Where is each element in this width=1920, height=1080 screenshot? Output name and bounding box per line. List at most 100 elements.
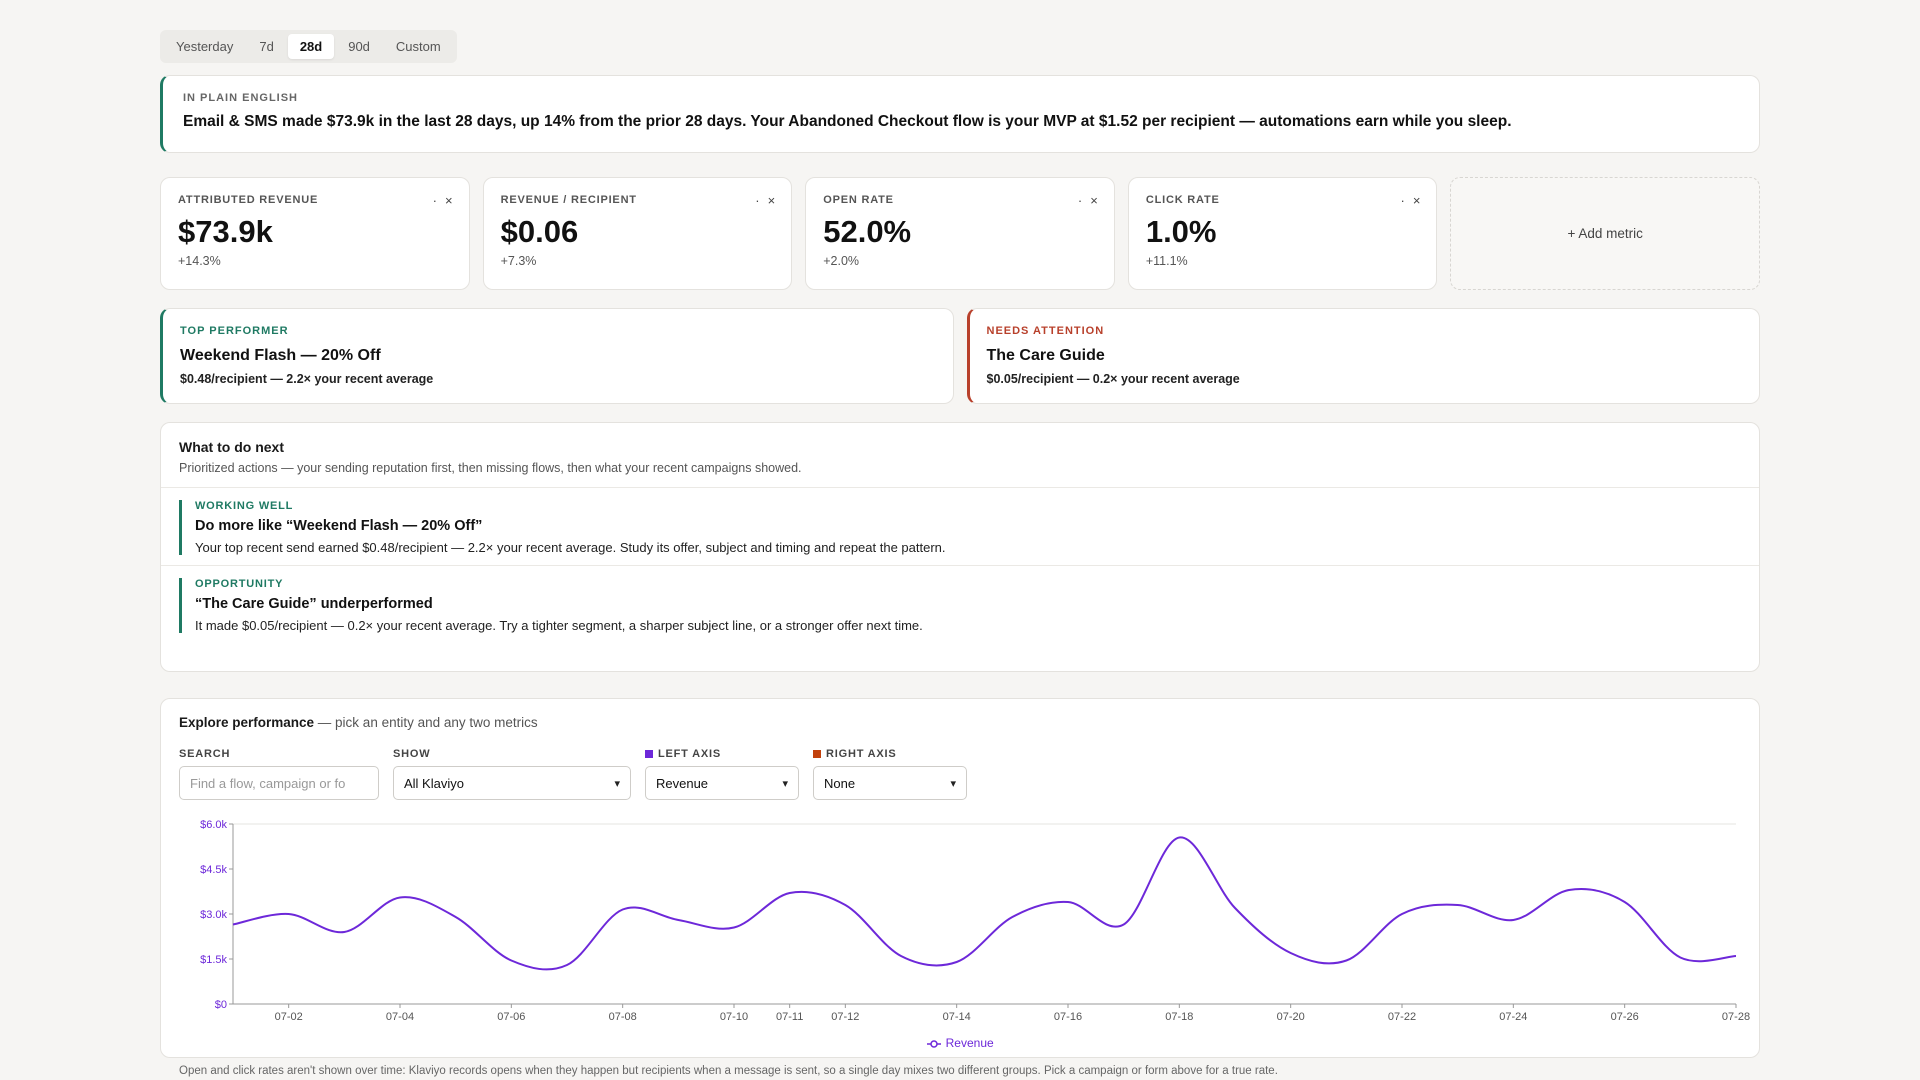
action-desc: Your top recent send earned $0.48/recipi…	[195, 540, 946, 555]
needs-attention-card: NEEDS ATTENTION The Care Guide $0.05/rec…	[966, 308, 1760, 404]
data-point	[1456, 903, 1460, 907]
data-point	[454, 915, 458, 919]
right-axis-select[interactable]: None ▾	[813, 766, 967, 800]
metric-label: OPEN RATE	[823, 194, 894, 206]
x-tick-label: 07-12	[831, 1011, 859, 1023]
close-icon[interactable]: ×	[445, 193, 453, 208]
data-point	[732, 926, 736, 930]
data-point	[1010, 915, 1014, 919]
close-icon[interactable]: ×	[1412, 193, 1421, 208]
data-point	[1177, 836, 1181, 840]
data-point	[621, 908, 625, 912]
data-point	[899, 954, 903, 958]
left-axis-select-value: Revenue	[656, 775, 709, 791]
metric-card-attributed-revenue: ATTRIBUTED REVENUE $73.9k +14.3% · ×	[160, 177, 470, 290]
x-tick-label: 07-06	[497, 1011, 525, 1023]
drag-handle-icon[interactable]: ·	[1077, 193, 1083, 208]
drag-handle-icon[interactable]: ·	[1400, 193, 1405, 208]
metric-label: REVENUE / RECIPIENT	[500, 194, 637, 206]
metric-card-open-rate: OPEN RATE 52.0% +2.0% · ×	[805, 177, 1115, 290]
range-tab-custom[interactable]: Custom	[395, 39, 441, 54]
search-control: SEARCH	[179, 748, 379, 800]
metric-delta: +14.3%	[178, 254, 221, 268]
action-desc: It made $0.05/recipient — 0.2× your rece…	[195, 618, 923, 633]
metric-card-revenue-per-recipient: REVENUE / RECIPIENT $0.06 +7.3% · ×	[482, 177, 793, 290]
action-tag: OPPORTUNITY	[195, 578, 284, 590]
drag-handle-icon[interactable]: ·	[755, 193, 760, 208]
metric-label: ATTRIBUTED REVENUE	[178, 194, 319, 206]
explore-footnote: Open and click rates aren't shown over t…	[179, 1065, 1278, 1077]
x-tick-label: 07-24	[1499, 1011, 1527, 1023]
plain-english-headline: Email & SMS made $73.9k in the last 28 d…	[183, 113, 1512, 130]
search-input[interactable]	[179, 766, 379, 800]
right-axis-control: RIGHT AXIS None ▾	[813, 748, 967, 800]
data-point	[1734, 954, 1738, 958]
metric-value: 1.0%	[1145, 214, 1217, 249]
metric-delta: +11.1%	[1145, 254, 1188, 268]
performer-row: TOP PERFORMER Weekend Flash — 20% Off $0…	[160, 308, 1760, 404]
data-point	[1567, 888, 1571, 892]
top-performer-eyebrow: TOP PERFORMER	[180, 325, 289, 337]
data-point	[843, 903, 847, 907]
x-tick-label: 07-28	[1722, 1011, 1750, 1023]
top-performer-title: Weekend Flash — 20% Off	[180, 347, 381, 364]
search-label: SEARCH	[179, 748, 231, 760]
needs-attention-eyebrow: NEEDS ATTENTION	[986, 325, 1105, 337]
action-title: “The Care Guide” underperformed	[195, 596, 433, 612]
x-tick-label: 07-22	[1388, 1011, 1416, 1023]
close-icon[interactable]: ×	[1090, 193, 1098, 208]
what-to-do-next-panel: What to do next Prioritized actions — yo…	[160, 422, 1760, 672]
data-point	[955, 960, 959, 964]
show-control: SHOW All Klaviyo ▾	[393, 748, 631, 800]
right-axis-select-value: None	[824, 775, 856, 791]
next-header: What to do next Prioritized actions — yo…	[161, 423, 1759, 488]
top-performer-sub: $0.48/recipient — 2.2× your recent avera…	[180, 372, 434, 386]
data-point	[1678, 956, 1682, 960]
data-point	[788, 891, 792, 895]
explore-performance-panel: Explore performance — pick an entity and…	[160, 698, 1760, 1077]
show-select-value: All Klaviyo	[404, 775, 464, 791]
range-tabs: Yesterday 7d 28d 90d Custom	[160, 30, 457, 63]
left-axis-select[interactable]: Revenue ▾	[645, 766, 799, 800]
y-tick-label: $0	[215, 999, 227, 1011]
x-tick-label: 07-11	[776, 1011, 803, 1023]
range-tab-7d[interactable]: 7d	[259, 39, 274, 54]
drag-handle-icon[interactable]: ·	[432, 193, 438, 208]
metric-delta: +7.3%	[500, 254, 537, 268]
data-point	[398, 896, 402, 900]
explore-title: Explore performance	[179, 715, 315, 730]
add-metric-button[interactable]: + Add metric	[1450, 177, 1760, 290]
data-point	[1400, 912, 1404, 916]
chart-legend[interactable]: Revenue	[161, 1036, 1759, 1050]
metrics-row: ATTRIBUTED REVENUE $73.9k +14.3% · × REV…	[160, 177, 1760, 290]
show-select[interactable]: All Klaviyo ▾	[393, 766, 631, 800]
left-axis-swatch	[645, 750, 653, 758]
y-tick-label: $3.0k	[200, 909, 227, 921]
action-item-opportunity: OPPORTUNITY “The Care Guide” underperfor…	[161, 566, 1759, 643]
right-axis-label: RIGHT AXIS	[813, 748, 967, 760]
action-item-working-well: WORKING WELL Do more like “Weekend Flash…	[161, 488, 1759, 566]
next-title: What to do next	[179, 439, 284, 455]
data-point	[509, 959, 513, 963]
data-point	[1122, 923, 1126, 927]
close-icon[interactable]: ×	[767, 193, 776, 208]
needs-attention-sub: $0.05/recipient — 0.2× your recent avera…	[986, 372, 1240, 386]
chevron-down-icon: ▾	[782, 777, 788, 790]
range-tab-90d[interactable]: 90d	[348, 39, 370, 54]
data-point	[1289, 951, 1293, 955]
range-tab-yesterday[interactable]: Yesterday	[176, 39, 234, 54]
metric-controls: · ×	[433, 193, 453, 208]
explore-header: Explore performance — pick an entity and…	[179, 715, 1741, 730]
dashboard: Yesterday 7d 28d 90d Custom IN PLAIN ENG…	[160, 30, 1760, 1077]
range-tab-28d[interactable]: 28d	[287, 34, 335, 59]
data-point	[231, 923, 235, 927]
right-axis-swatch	[813, 750, 821, 758]
data-point	[1233, 906, 1237, 910]
top-performer-card: TOP PERFORMER Weekend Flash — 20% Off $0…	[160, 308, 954, 404]
data-point	[565, 963, 569, 967]
data-point	[342, 930, 346, 934]
y-tick-label: $1.5k	[200, 954, 227, 966]
data-point	[1511, 918, 1515, 922]
metric-value: $0.06	[500, 214, 579, 249]
revenue-line-chart: $0 $1.5k $3.0k $4.5k $6.0k 07-02 07-04 07-06 07-…	[200, 819, 1750, 1023]
